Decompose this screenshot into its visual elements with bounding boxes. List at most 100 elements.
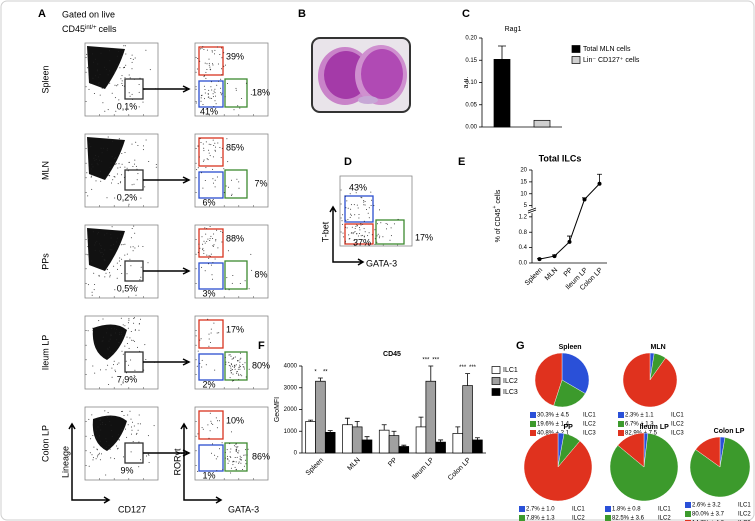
event-dot [110,335,112,337]
event-dot [208,96,210,98]
event-dot [109,272,111,274]
event-dot [109,420,111,422]
event-dot [110,237,112,239]
event-dot [109,350,111,352]
event-dot [105,369,107,371]
event-dot [131,184,133,186]
event-dot [230,363,232,365]
event-dot [235,469,237,471]
event-dot [88,465,90,467]
event-dot [111,92,113,94]
event-dot [128,203,130,205]
event-dot [132,250,134,252]
event-dot [91,294,93,296]
event-dot [208,345,210,347]
event-dot [235,450,237,452]
event-dot [352,233,354,235]
event-dot [132,441,134,443]
gate-top [198,46,224,76]
event-dot [131,61,133,63]
event-dot [118,362,120,364]
event-dot [97,63,99,65]
event-dot [230,467,232,469]
event-dot [210,81,212,83]
bar [533,119,551,128]
event-dot [216,427,218,429]
legend-swatch [571,56,581,64]
event-dot [221,47,222,49]
bar [415,426,427,454]
bar [435,441,446,454]
event-dot [111,435,113,437]
event-dot [140,459,142,461]
event-dot [347,219,349,221]
y-tick-label: 5 [524,203,528,209]
event-dot [92,365,94,367]
x-tick-label: PP [387,457,399,469]
event-dot [108,340,110,342]
error-bar [381,424,387,431]
event-dot [144,344,146,346]
gate-percent: 0,2% [117,192,138,202]
event-dot [113,458,115,460]
cell-cloud [92,324,127,360]
event-dot [100,180,102,182]
gate-bottom-left [198,444,224,472]
event-dot [351,226,353,228]
pie-title: PP [564,424,574,431]
gate-top [198,319,224,349]
event-dot [214,179,216,181]
event-dot [197,350,199,352]
event-dot [210,144,212,146]
event-dot [131,433,132,435]
event-dot [210,264,212,266]
event-dot [239,358,241,360]
event-dot [95,242,97,244]
event-dot [99,420,101,421]
event-dot [148,462,150,463]
event-dot [134,317,135,319]
event-dot [111,226,113,228]
error-bar [308,419,314,422]
event-dot [91,454,93,456]
legend-swatch [491,377,501,385]
event-dot [114,157,116,159]
event-dot [138,91,140,93]
event-dot [370,191,372,193]
event-dot [207,159,209,161]
event-dot [206,240,208,242]
error-bar [465,373,471,386]
event-dot [234,466,236,468]
significance-marker: * [314,370,317,376]
event-dot [361,197,363,199]
value-label: 30.3% ± 4.5 [537,413,570,419]
row-label: Spleen [40,65,50,93]
row-label: MLN [40,161,50,180]
gate-percent: 6% [202,197,215,207]
event-dot [209,226,211,227]
event-dot [238,462,240,464]
event-dot [92,166,94,168]
event-dot [101,255,103,257]
event-dot [145,49,147,51]
event-dot [147,262,149,264]
bar [342,424,353,454]
panel-label: G [516,340,525,352]
event-dot [114,72,115,73]
event-dot [137,423,139,425]
event-dot [198,156,200,158]
event-dot [233,357,235,359]
event-dot [119,67,121,69]
event-dot [235,446,237,448]
event-dot [104,276,106,278]
cell-cloud [87,46,125,89]
event-dot [132,246,134,248]
event-dot [123,45,125,47]
event-dot [93,61,94,63]
event-dot [213,90,215,92]
event-dot [233,366,235,368]
row-label: Ileum LP [40,335,50,371]
event-dot [137,145,139,146]
event-dot [248,288,250,290]
event-dot [136,286,138,288]
